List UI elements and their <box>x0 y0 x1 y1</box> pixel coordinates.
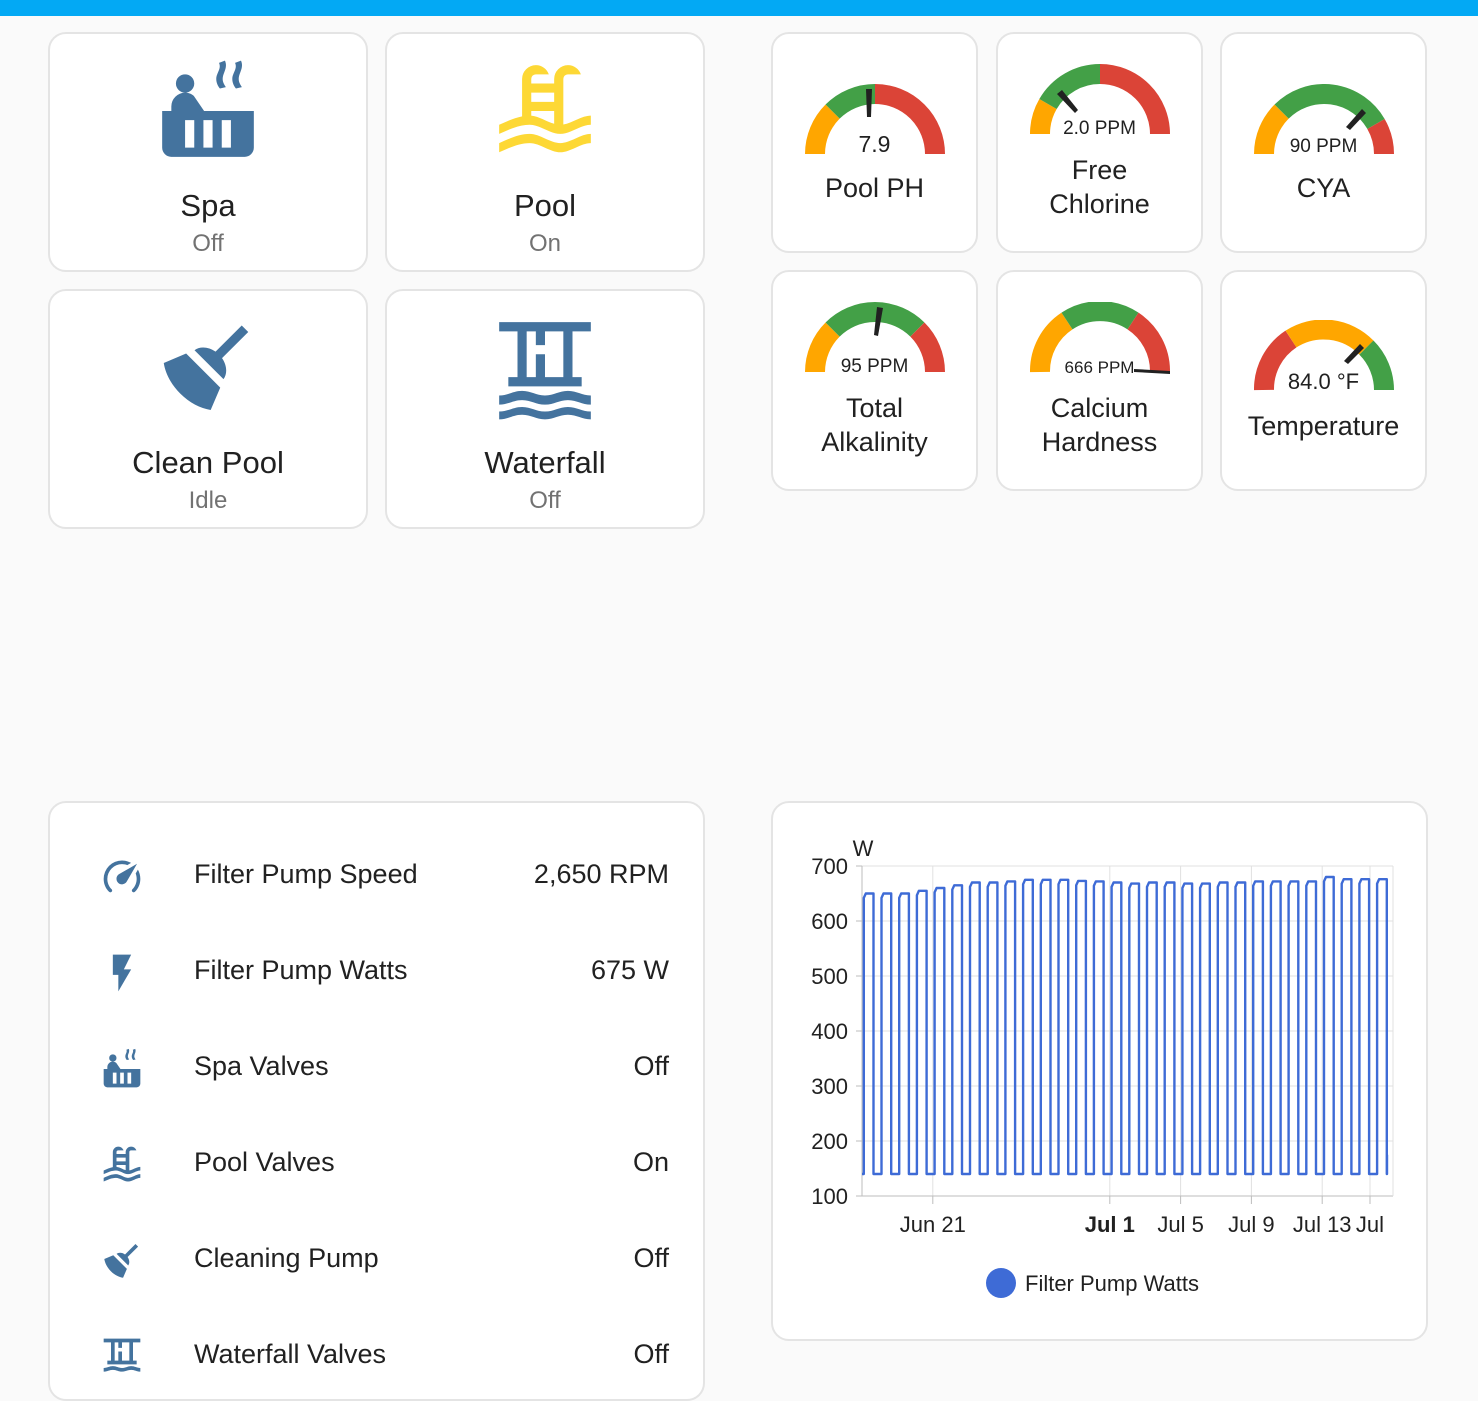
pool-icon <box>499 65 591 153</box>
entity-value: Off <box>633 1339 669 1369</box>
speedometer-icon <box>103 860 141 893</box>
pool-button-state: On <box>528 230 561 257</box>
series-line-filter-pump-watts <box>862 875 1389 1176</box>
cya-gauge-card[interactable]: 90 PPM CYA <box>1220 32 1427 253</box>
x-tick-label: Jul <box>1356 1212 1384 1237</box>
cya-value: 90 PPM <box>1289 136 1358 157</box>
pool-ph-value: 7.9 <box>858 131 891 157</box>
waterfall-button-name: Waterfall <box>484 445 606 480</box>
pool-ph-gauge <box>804 84 945 155</box>
x-tick-label: Jul 13 <box>1293 1212 1352 1237</box>
hot-tub-icon <box>162 60 254 157</box>
entity-value: 675 W <box>590 955 669 985</box>
calcium-hardness-gauge-card[interactable]: 666 PPM Calcium Hardness <box>996 270 1203 491</box>
app-header-bar <box>0 0 1478 16</box>
waterfall-icon <box>499 322 591 420</box>
calcium-hardness-value: 666 PPM <box>1064 358 1135 377</box>
x-tick-label: Jul 5 <box>1157 1212 1203 1237</box>
spa-button-card[interactable]: Spa Off <box>48 32 368 272</box>
flash-icon <box>112 954 132 992</box>
pool-button-name: Pool <box>513 188 577 223</box>
temperature-name: Temperature <box>1247 411 1400 441</box>
total-alkalinity-gauge <box>804 302 945 373</box>
y-tick-label: 100 <box>811 1184 848 1209</box>
calcium-hardness-gauge <box>1029 302 1170 374</box>
spa-button-name: Spa <box>180 188 236 223</box>
entity-label: Spa Valves <box>194 1051 329 1081</box>
entity-value: Off <box>633 1051 669 1081</box>
free-chlorine-gauge <box>1029 64 1170 135</box>
total-alkalinity-name: Total Alkalinity <box>821 393 928 457</box>
waterfall-button-card[interactable]: Waterfall Off <box>385 289 705 529</box>
free-chlorine-gauge-card[interactable]: 2.0 PPM Free Chlorine <box>996 32 1203 253</box>
free-chlorine-name: Free Chlorine <box>1049 155 1150 219</box>
history-chart-card: 100 200 300 400 500 600 700 Jun 21 Jul 1 Jul 5 Jul… <box>771 801 1428 1341</box>
clean-pool-button-name: Clean Pool <box>132 445 284 480</box>
entity-row-waterfall-valves[interactable]: Waterfall Valves Off <box>100 1327 669 1387</box>
entity-row-spa-valves[interactable]: Spa Valves Off <box>100 1039 669 1099</box>
legend-marker <box>986 1268 1016 1298</box>
total-alkalinity-gauge-card[interactable]: 95 PPM Total Alkalinity <box>771 270 978 491</box>
entity-row-filter-pump-speed[interactable]: Filter Pump Speed 2,650 RPM <box>100 847 669 907</box>
y-tick-label: 200 <box>811 1129 848 1154</box>
hot-tub-icon <box>103 1048 141 1088</box>
cya-name: CYA <box>1296 173 1351 203</box>
clean-pool-button-state: Idle <box>188 487 228 514</box>
waterfall-icon <box>103 1338 141 1372</box>
y-tick-label: 300 <box>811 1074 848 1099</box>
clean-pool-button-card[interactable]: Clean Pool Idle <box>48 289 368 529</box>
y-tick-label: 600 <box>811 909 848 934</box>
y-axis-unit-label: W <box>853 836 874 861</box>
broom-icon <box>163 325 249 410</box>
pool-button-card[interactable]: Pool On <box>385 32 705 272</box>
entity-row-pool-valves[interactable]: Pool Valves On <box>100 1135 669 1195</box>
temperature-value: 84.0 °F <box>1287 369 1360 394</box>
x-tick-label: Jun 21 <box>900 1212 966 1237</box>
free-chlorine-value: 2.0 PPM <box>1063 118 1136 139</box>
entity-label: Filter Pump Watts <box>194 955 408 985</box>
temperature-gauge <box>1253 320 1394 391</box>
legend-label: Filter Pump Watts <box>1025 1271 1199 1296</box>
entity-label: Filter Pump Speed <box>194 859 418 889</box>
x-tick-label: Jul 1 <box>1085 1212 1135 1237</box>
y-tick-label: 400 <box>811 1019 848 1044</box>
spa-button-state: Off <box>192 230 224 257</box>
filter-pump-watts-chart: 100 200 300 400 500 600 700 Jun 21 Jul 1 Jul 5 Jul… <box>811 836 1394 1298</box>
pool-ph-name: Pool PH <box>824 173 925 203</box>
entities-card: Filter Pump Speed 2,650 RPM Filter Pump … <box>48 801 705 1401</box>
entity-value: On <box>632 1147 669 1177</box>
entity-label: Pool Valves <box>194 1147 335 1177</box>
entity-label: Cleaning Pump <box>194 1243 379 1273</box>
pool-ph-gauge-card[interactable]: 7.9 Pool PH <box>771 32 978 253</box>
x-tick-label: Jul 9 <box>1228 1212 1274 1237</box>
calcium-hardness-name: Calcium Hardness <box>1041 393 1158 457</box>
total-alkalinity-value: 95 PPM <box>840 356 909 377</box>
y-tick-label: 700 <box>811 854 848 879</box>
cya-gauge <box>1253 84 1394 155</box>
waterfall-button-state: Off <box>529 487 561 514</box>
entity-row-filter-pump-watts[interactable]: Filter Pump Watts 675 W <box>100 943 669 1003</box>
pool-icon <box>103 1146 141 1182</box>
temperature-gauge-card[interactable]: 84.0 °F Temperature <box>1220 270 1427 491</box>
y-tick-label: 500 <box>811 964 848 989</box>
entity-label: Waterfall Valves <box>194 1339 387 1369</box>
entity-value: 2,650 RPM <box>533 859 669 889</box>
entity-row-cleaning-pump[interactable]: Cleaning Pump Off <box>100 1231 669 1291</box>
broom-icon <box>104 1243 139 1278</box>
entity-value: Off <box>633 1243 669 1273</box>
